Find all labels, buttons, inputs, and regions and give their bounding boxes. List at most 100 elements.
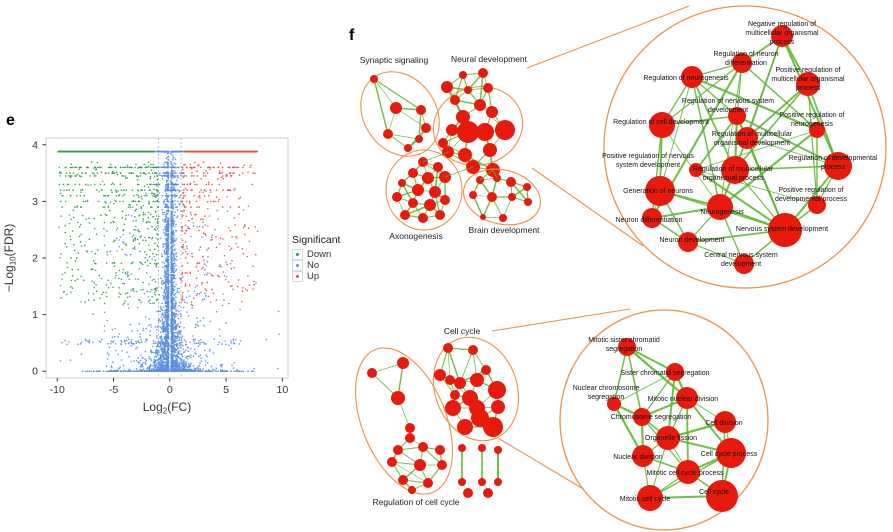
go-term-node bbox=[435, 445, 445, 455]
go-term-label: development bbox=[708, 107, 748, 114]
go-term-node bbox=[445, 400, 461, 416]
zoom-connector-line bbox=[531, 167, 644, 247]
go-term-node bbox=[633, 408, 651, 426]
network-edge bbox=[695, 169, 818, 206]
panel-letter-e: e bbox=[6, 112, 15, 129]
cluster: Synaptic signaling bbox=[360, 55, 440, 157]
go-term-node bbox=[405, 423, 415, 433]
go-term-node bbox=[824, 152, 852, 180]
go-term-label: differentiation bbox=[725, 60, 767, 67]
go-term-node bbox=[483, 488, 493, 498]
go-term-label: Mitotic sister chromatid bbox=[588, 337, 660, 344]
zoom-circle bbox=[559, 309, 769, 531]
network-edge bbox=[695, 115, 738, 171]
network-edge bbox=[695, 129, 818, 171]
y-tick-label: 2 bbox=[32, 253, 38, 265]
go-term-node bbox=[454, 377, 466, 389]
cluster: Cell cycle bbox=[432, 326, 520, 442]
go-term-node bbox=[437, 460, 447, 470]
go-term-label: process bbox=[821, 164, 846, 171]
legend-label-up: Up bbox=[307, 270, 320, 282]
go-term-label: Negative regulation of bbox=[748, 21, 816, 28]
go-term-node bbox=[478, 478, 486, 486]
go-term-label: organismal process bbox=[703, 175, 764, 182]
go-term-label: Nuclear division bbox=[613, 454, 663, 461]
network-edge bbox=[422, 151, 449, 163]
go-term-node bbox=[415, 135, 423, 143]
go-term-label: Nuclear chromosome bbox=[573, 385, 640, 392]
y-tick-label: 3 bbox=[32, 196, 38, 208]
go-term-label: Organelle fission bbox=[645, 435, 697, 442]
go-term-node bbox=[370, 75, 378, 83]
cluster-ellipse bbox=[360, 71, 440, 157]
network-edge bbox=[691, 76, 736, 171]
cluster-label: Regulation of cell cycle bbox=[373, 497, 460, 507]
no-dot-icon bbox=[296, 263, 299, 267]
go-term-label: Regulation of neuron bbox=[714, 51, 779, 58]
cluster-label: Cell cycle bbox=[444, 326, 481, 336]
go-term-node bbox=[421, 123, 431, 133]
go-term-node bbox=[423, 478, 433, 488]
go-term-node bbox=[424, 199, 436, 211]
go-term-node bbox=[734, 254, 754, 274]
cluster-ellipse bbox=[463, 168, 541, 226]
go-term-node bbox=[707, 194, 733, 220]
go-term-node bbox=[768, 213, 802, 247]
go-term-node bbox=[499, 214, 507, 222]
x-tick-label: 0 bbox=[167, 384, 173, 396]
network-edge bbox=[691, 76, 721, 208]
network-edge bbox=[492, 169, 498, 179]
cluster: Neural development bbox=[432, 54, 528, 177]
network-edge bbox=[395, 107, 427, 129]
go-term-node bbox=[464, 86, 472, 94]
go-term-node bbox=[435, 210, 445, 220]
go-term-node bbox=[469, 191, 477, 199]
network-edge bbox=[613, 346, 628, 405]
go-term-node bbox=[400, 210, 410, 220]
go-term-node bbox=[474, 99, 486, 111]
go-term-node bbox=[443, 343, 453, 353]
go-term-label: developmental process bbox=[775, 196, 847, 203]
go-term-node bbox=[397, 357, 409, 369]
network-edge bbox=[373, 78, 397, 109]
go-term-node bbox=[476, 123, 494, 141]
go-term-label: Positive regulation of bbox=[779, 187, 844, 194]
go-term-node bbox=[408, 486, 416, 494]
go-term-node bbox=[418, 442, 428, 452]
go-term-node bbox=[649, 112, 675, 138]
go-term-node bbox=[656, 426, 680, 450]
cluster-label: Synaptic signaling bbox=[360, 55, 429, 65]
legend-item-down: Down bbox=[292, 248, 340, 260]
go-term-node bbox=[488, 381, 506, 399]
go-term-label: Neuron development bbox=[660, 237, 725, 244]
go-term-node bbox=[470, 373, 484, 387]
go-term-node bbox=[478, 444, 486, 452]
x-axis-title: Log2(FC) bbox=[143, 400, 191, 416]
cellcycle-zoom: Mitotic sister chromatid segregation Siste… bbox=[559, 309, 769, 531]
go-term-node bbox=[645, 176, 675, 206]
go-term-node bbox=[523, 183, 531, 191]
go-term-node bbox=[607, 397, 621, 411]
network-edge bbox=[734, 165, 839, 171]
go-term-label: Regulation of multicellular bbox=[693, 166, 774, 173]
go-term-node bbox=[478, 68, 488, 78]
go-term-label: Generation of neurons bbox=[623, 188, 693, 195]
go-term-label: Mitotic cell cycle bbox=[620, 496, 671, 503]
network-edge bbox=[479, 169, 494, 181]
go-term-node bbox=[487, 192, 497, 202]
go-term-node bbox=[714, 411, 736, 433]
cluster-ellipse bbox=[354, 347, 454, 495]
go-term-node bbox=[404, 144, 412, 152]
go-term-node bbox=[440, 195, 450, 205]
go-term-label: Nervous system development bbox=[736, 226, 828, 233]
volcano-points bbox=[57, 150, 280, 373]
go-term-label: Positive regulation of bbox=[776, 67, 841, 74]
go-term-node bbox=[433, 162, 443, 172]
cellcycle-overview: Regulation of cell cycle Cell cycle bbox=[354, 308, 631, 507]
go-term-node bbox=[483, 143, 497, 157]
cluster-label: Brain development bbox=[469, 225, 541, 235]
cluster-ellipse bbox=[432, 336, 520, 442]
y-tick-label: 1 bbox=[32, 309, 38, 321]
network-edge bbox=[447, 347, 451, 381]
